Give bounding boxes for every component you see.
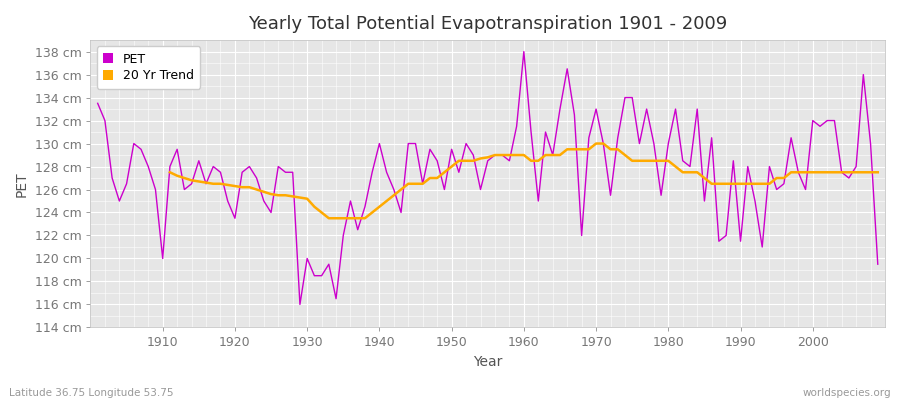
Y-axis label: PET: PET <box>15 171 29 196</box>
Text: worldspecies.org: worldspecies.org <box>803 388 891 398</box>
Title: Yearly Total Potential Evapotranspiration 1901 - 2009: Yearly Total Potential Evapotranspiratio… <box>248 15 727 33</box>
Text: Latitude 36.75 Longitude 53.75: Latitude 36.75 Longitude 53.75 <box>9 388 174 398</box>
X-axis label: Year: Year <box>473 355 502 369</box>
Legend: PET, 20 Yr Trend: PET, 20 Yr Trend <box>96 46 200 89</box>
